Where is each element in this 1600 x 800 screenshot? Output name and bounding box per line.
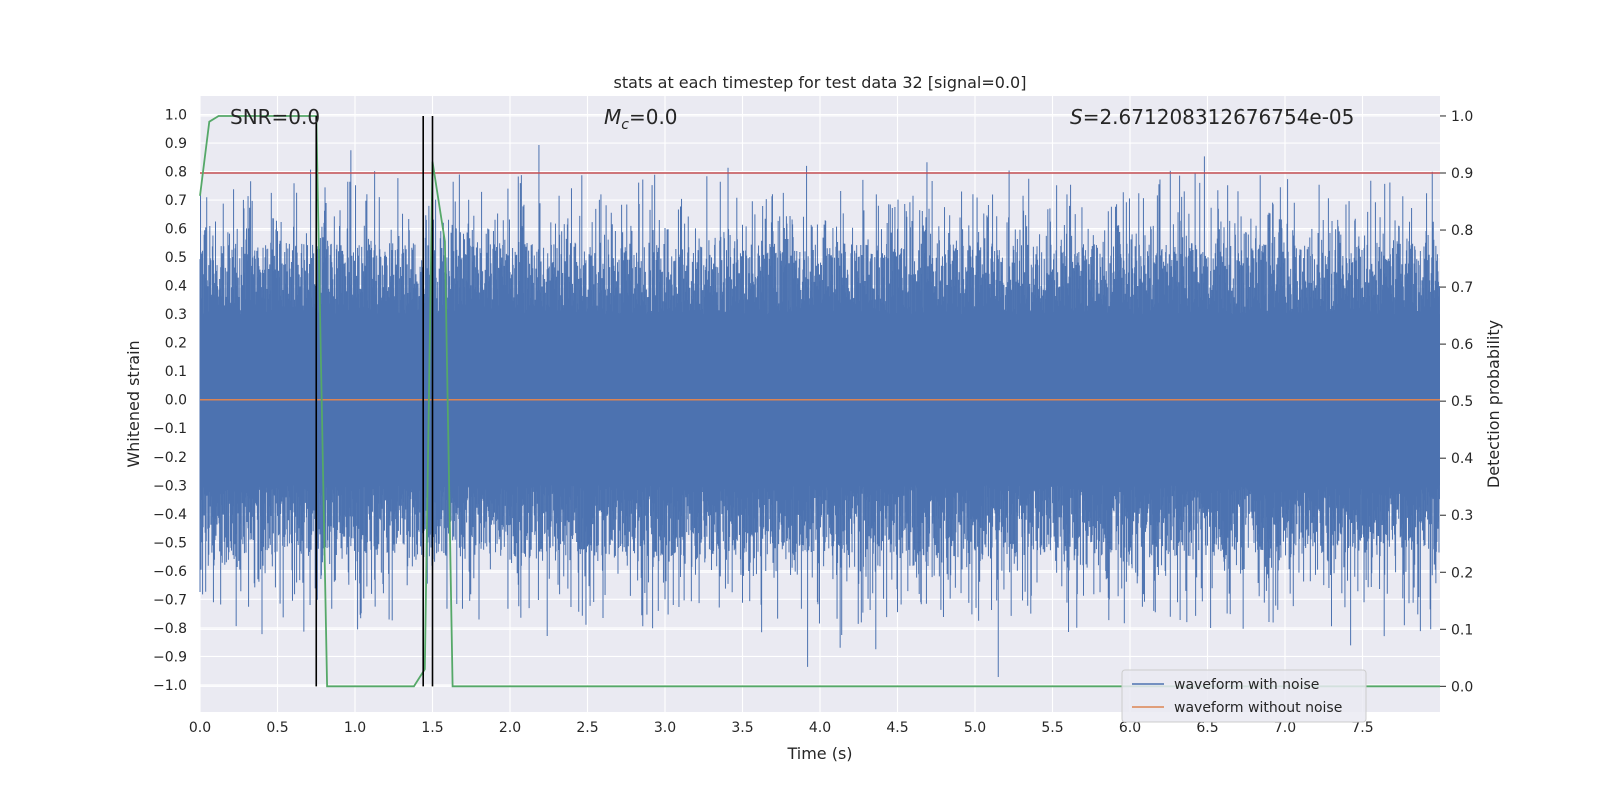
- legend-box: [1121, 669, 1367, 723]
- y2-tick-label: 0.2: [1451, 565, 1473, 581]
- y2-tick-label: 0.6: [1451, 337, 1473, 353]
- y2-tick-label: 0.3: [1451, 508, 1473, 524]
- x-tick-label: 0.5: [266, 720, 288, 736]
- x-tick-label: 5.0: [964, 720, 986, 736]
- y-axis-ticks: 1.0 0.9 0.8 0.7 0.6 0.5 0.4 0.3 0.2 0.1 0.0 −0.1 −0.…: [153, 108, 187, 694]
- y-tick-label: 0.1: [165, 364, 187, 380]
- y2-tick-label: 0.8: [1451, 223, 1473, 239]
- s-value: =2.671208312676754e-05: [1083, 105, 1355, 129]
- detection-probability-line: [199, 115, 1440, 688]
- y-tick-label: −0.9: [153, 649, 187, 665]
- x-tick-label: 3.5: [731, 720, 753, 736]
- y-tick-label: 0.3: [165, 307, 187, 323]
- y2-tick-label: 0.4: [1451, 451, 1473, 467]
- x-tick-label: 5.5: [1041, 720, 1063, 736]
- x-tick-label: 2.0: [499, 720, 521, 736]
- x-tick-label: 4.0: [809, 720, 831, 736]
- y-tick-label: −0.7: [153, 592, 187, 608]
- y-tick-label: −0.2: [153, 450, 187, 466]
- y2-tick-label: 0.7: [1451, 280, 1473, 296]
- chart-title: stats at each timestep for test data 32 …: [614, 73, 1027, 92]
- legend-entry-clean: waveform without noise: [1174, 700, 1342, 716]
- x-tick-label: 7.0: [1274, 720, 1296, 736]
- series-lines: [199, 115, 1440, 688]
- y2-tick-label: 0.0: [1451, 679, 1473, 695]
- x-tick-label: 0.0: [189, 720, 211, 736]
- y-tick-label: 0.8: [165, 165, 187, 181]
- chirp-mass-symbol: M: [604, 105, 621, 129]
- y2-tick-label: 0.5: [1451, 394, 1473, 410]
- y-tick-label: 0.9: [165, 136, 187, 152]
- y2-axis-ticks: 1.0 0.9 0.8 0.7 0.6 0.5 0.4 0.3 0.2 0.1 0.0: [1440, 109, 1473, 695]
- x-tick-label: 4.5: [886, 720, 908, 736]
- y-tick-label: 1.0: [165, 108, 187, 124]
- y-tick-label: −0.5: [153, 535, 187, 551]
- s-symbol: S: [1070, 105, 1083, 129]
- y2-tick-label: 1.0: [1451, 109, 1473, 125]
- y-tick-label: −0.3: [153, 478, 187, 494]
- chirp-mass-annotation: Mc=0.0: [604, 105, 678, 133]
- y-axis-label: Whitened strain: [124, 340, 143, 467]
- x-tick-label: 6.5: [1196, 720, 1218, 736]
- y2-tick-label: 0.1: [1451, 622, 1473, 638]
- y-tick-label: 0.2: [165, 336, 187, 352]
- x-axis-ticks: 0.0 0.5 1.0 1.5 2.0 2.5 3.0 3.5 4.0 4.5 5.0 5.5 6.0 6…: [189, 720, 1374, 736]
- y2-axis-label: Detection probability: [1484, 320, 1503, 488]
- y2-tick-label: 0.9: [1451, 166, 1473, 182]
- y-tick-label: −0.8: [153, 621, 187, 637]
- y-tick-label: 0.6: [165, 222, 187, 238]
- chirp-mass-value: =0.0: [629, 105, 678, 129]
- y-tick-label: 0.7: [165, 193, 187, 209]
- y-tick-label: −0.6: [153, 564, 187, 580]
- x-axis-label: Time (s): [786, 744, 852, 763]
- x-tick-label: 6.0: [1119, 720, 1141, 736]
- snr-annotation: SNR=0.0: [230, 105, 320, 129]
- chirp-mass-subscript: c: [621, 117, 629, 133]
- legend-entry-noise: waveform with noise: [1174, 677, 1319, 693]
- x-tick-label: 7.5: [1351, 720, 1373, 736]
- legend: waveform with noise waveform without noi…: [1121, 669, 1367, 723]
- y-tick-label: 0.0: [165, 393, 187, 409]
- y-tick-label: −0.1: [153, 421, 187, 437]
- x-tick-label: 2.5: [576, 720, 598, 736]
- y-tick-label: −1.0: [153, 678, 187, 694]
- y-tick-label: 0.4: [165, 279, 187, 295]
- y-tick-label: 0.5: [165, 250, 187, 266]
- x-tick-label: 3.0: [654, 720, 676, 736]
- s-annotation: S=2.671208312676754e-05: [1070, 105, 1354, 129]
- x-tick-label: 1.5: [421, 720, 443, 736]
- y-tick-label: −0.4: [153, 507, 187, 523]
- x-tick-label: 1.0: [344, 720, 366, 736]
